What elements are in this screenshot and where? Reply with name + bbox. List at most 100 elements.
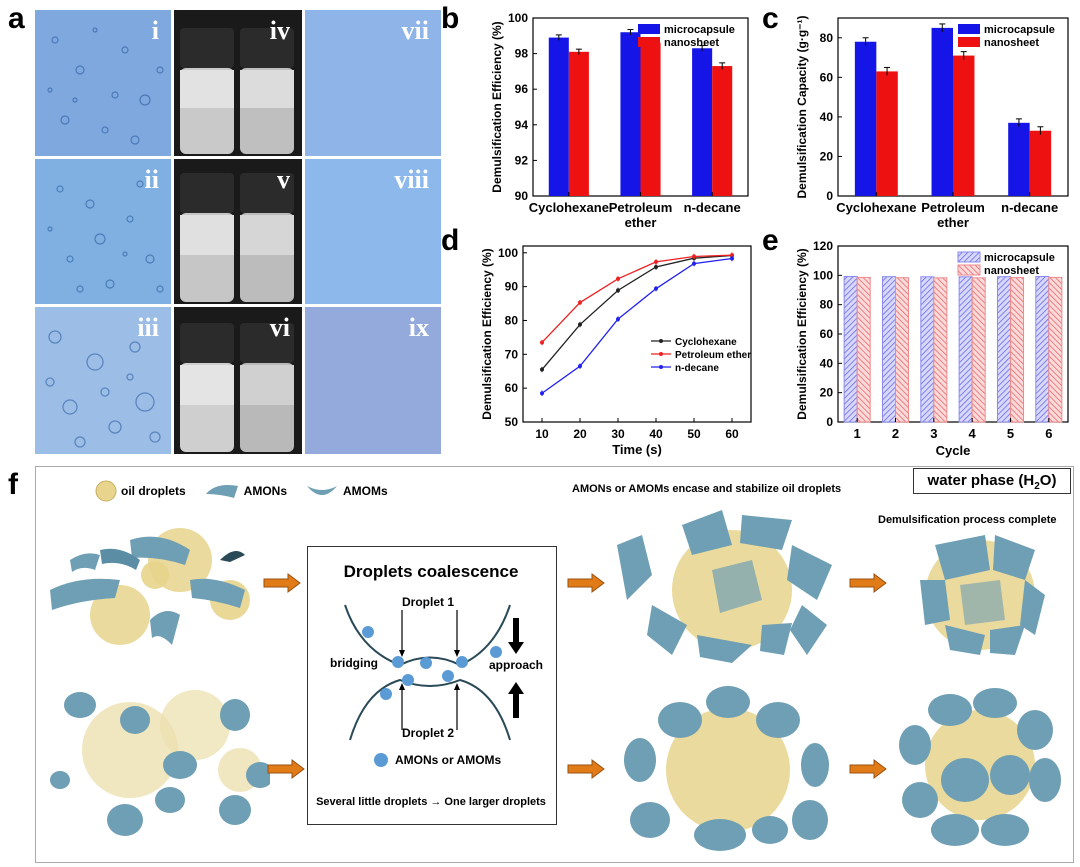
bar-microcapsule-4 bbox=[958, 276, 973, 423]
x-tick-label: n-decane bbox=[1001, 200, 1058, 215]
label-v: v bbox=[277, 165, 290, 194]
vials bbox=[180, 173, 294, 302]
legend-marker bbox=[659, 365, 663, 369]
y-tick-label: 80 bbox=[505, 313, 519, 327]
coalescence-title: Droplets coalescence bbox=[343, 562, 519, 581]
data-point-n-decane bbox=[654, 286, 658, 291]
schematic-frame bbox=[35, 466, 1074, 863]
x-tick-label: 40 bbox=[649, 427, 663, 441]
data-point-Petroleum ether bbox=[692, 254, 696, 259]
x-tick-label: 6 bbox=[1045, 426, 1052, 441]
micrograph-vii: vii bbox=[305, 10, 441, 156]
approach-label: approach bbox=[489, 658, 544, 672]
bar-nanosheet-6 bbox=[1048, 276, 1063, 423]
panel-label-f: f bbox=[8, 468, 18, 501]
plot-frame bbox=[522, 245, 752, 423]
micrograph-i: i bbox=[35, 10, 171, 156]
chart-b-efficiency: 90 92 94 96 98 100 Demulsification Efficiency … bbox=[490, 11, 749, 228]
panel-label-d: d bbox=[441, 224, 460, 257]
y-tick-label: 0 bbox=[826, 189, 833, 203]
x-tick-label: n-decane bbox=[684, 200, 741, 215]
x-tick-label: 5 bbox=[1007, 426, 1014, 441]
bar-nanosheet-1 bbox=[856, 276, 871, 423]
panel-label-c: c bbox=[762, 2, 779, 35]
x-axis-label: Time (s) bbox=[612, 442, 662, 457]
y-tick-label: 96 bbox=[515, 82, 529, 96]
x-tick-label: 1 bbox=[854, 426, 861, 441]
micrograph-iii: iii bbox=[35, 307, 171, 454]
bar-microcapsule-n-decane bbox=[1008, 122, 1030, 196]
y-tick-label: 100 bbox=[498, 246, 518, 260]
series-line-n-decane bbox=[541, 257, 733, 394]
y-tick-label: 40 bbox=[820, 110, 834, 124]
legend-label: microcapsule bbox=[984, 252, 1055, 264]
x-tick-label: 60 bbox=[725, 427, 739, 441]
bar-microcapsule-2 bbox=[881, 276, 896, 423]
legend-oil-droplets: oil droplets bbox=[121, 484, 186, 498]
water-subscript: 2 bbox=[1034, 481, 1040, 492]
bar-microcapsule-3 bbox=[920, 276, 935, 423]
vials bbox=[180, 28, 294, 154]
oil-droplet-icon bbox=[95, 480, 117, 502]
legend-swatch bbox=[638, 24, 660, 34]
label-ii: ii bbox=[144, 165, 159, 194]
x-tick-label: Cyclohexane bbox=[836, 200, 916, 215]
data-point-Petroleum ether bbox=[654, 259, 658, 264]
data-point-Cyclohexane bbox=[578, 322, 582, 327]
x-tick-label: 20 bbox=[573, 427, 587, 441]
y-axis-label: Demulsification Efficiency (%) bbox=[795, 248, 809, 419]
x-tick-label: 30 bbox=[611, 427, 625, 441]
coalescence-summary: Several little droplets → One larger dro… bbox=[316, 796, 546, 808]
micrograph-grid: i ii iii iv bbox=[35, 10, 441, 454]
bar-microcapsule-Petroleum ether bbox=[931, 27, 953, 197]
arrow-icon bbox=[267, 759, 305, 779]
droplets-with-amons bbox=[50, 528, 250, 645]
water-phase-tail: O) bbox=[1039, 472, 1057, 489]
complete-caption: Demulsification process complete bbox=[878, 514, 1057, 526]
x-tick-label: ether bbox=[625, 215, 657, 228]
bar-nanosheet-4 bbox=[971, 277, 986, 423]
x-tick-label: Petroleum bbox=[921, 200, 985, 215]
label-iii: iii bbox=[137, 313, 159, 342]
label-vii: vii bbox=[401, 16, 429, 45]
legend-label: Petroleum ether bbox=[675, 350, 751, 361]
y-tick-label: 100 bbox=[508, 11, 528, 25]
y-tick-label: 60 bbox=[820, 70, 834, 84]
x-tick-label: 2 bbox=[892, 426, 899, 441]
chart-c-capacity: 0 20 40 60 80 Demulsification Capacity (g·g⁻¹… bbox=[795, 15, 1069, 228]
data-point-Cyclohexane bbox=[654, 264, 658, 269]
data-point-Petroleum ether bbox=[578, 300, 582, 305]
bar-nanosheet-Cyclohexane bbox=[568, 51, 589, 196]
data-point-n-decane bbox=[692, 261, 696, 266]
droplet-pattern bbox=[47, 27, 164, 145]
data-point-Petroleum ether bbox=[540, 340, 544, 345]
bar-nanosheet-2 bbox=[895, 277, 910, 423]
panel-label-e: e bbox=[762, 224, 779, 257]
x-tick-label: 3 bbox=[930, 426, 937, 441]
series-line-Cyclohexane bbox=[541, 254, 733, 370]
agent-legend-label: AMONs or AMOMs bbox=[395, 753, 502, 767]
label-viii: viii bbox=[394, 165, 429, 194]
y-tick-label: 98 bbox=[515, 47, 529, 61]
series-line-Petroleum ether bbox=[541, 254, 733, 343]
legend-label: nanosheet bbox=[984, 37, 1039, 49]
arrow-icon bbox=[567, 759, 605, 779]
legend-label: nanosheet bbox=[984, 265, 1039, 277]
encased-droplet-amons bbox=[617, 510, 832, 663]
y-tick-label: 94 bbox=[515, 118, 529, 132]
y-tick-label: 80 bbox=[820, 31, 834, 45]
amons-sheet-icon bbox=[205, 485, 238, 498]
water-phase-text: water phase (H bbox=[927, 472, 1035, 489]
y-tick-label: 90 bbox=[515, 189, 529, 203]
arrow-icon bbox=[849, 573, 887, 593]
x-tick-label: Petroleum bbox=[609, 200, 673, 215]
data-point-n-decane bbox=[730, 256, 734, 261]
y-tick-label: 0 bbox=[826, 415, 833, 429]
panel-label-b: b bbox=[441, 2, 460, 35]
droplet-pattern bbox=[47, 180, 164, 293]
y-tick-label: 70 bbox=[505, 347, 519, 361]
x-tick-label: 4 bbox=[969, 426, 977, 441]
vial-photo-vi: vi bbox=[174, 307, 302, 454]
micrograph-ix: ix bbox=[305, 307, 441, 454]
y-tick-label: 20 bbox=[820, 386, 834, 400]
